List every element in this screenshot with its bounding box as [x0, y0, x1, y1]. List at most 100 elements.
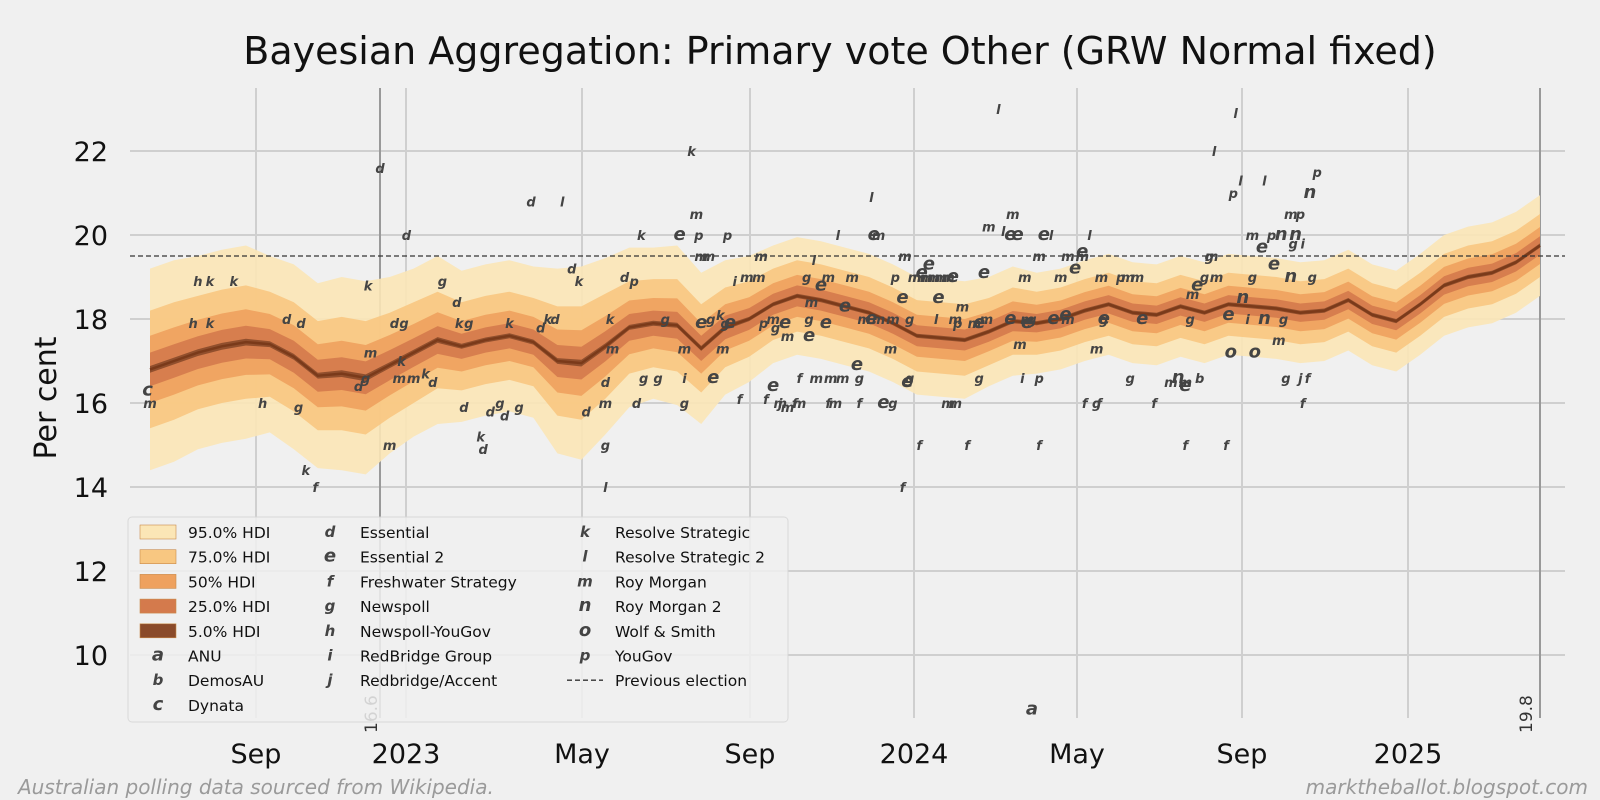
legend-label: 25.0% HDI	[188, 598, 270, 616]
poll-point: f	[1182, 439, 1190, 454]
poll-point: e	[1069, 258, 1081, 279]
poll-point: l	[996, 103, 1001, 118]
poll-point: i	[1020, 372, 1025, 387]
legend-marker: l	[582, 548, 588, 566]
poll-point: f	[900, 481, 908, 496]
x-tick-label: Sep	[231, 739, 282, 770]
poll-point: e	[868, 224, 880, 245]
poll-point: e	[978, 262, 990, 283]
poll-point: l	[1087, 229, 1092, 244]
legend-box	[127, 516, 789, 723]
poll-point: e	[1191, 274, 1203, 295]
y-tick-label: 18	[74, 305, 108, 336]
poll-point: k	[230, 275, 240, 290]
legend-marker: i	[327, 647, 333, 665]
poll-point: m	[774, 397, 788, 412]
poll-point: k	[206, 317, 216, 332]
y-tick-label: 12	[74, 557, 108, 588]
poll-point: k	[476, 431, 486, 446]
poll-point: k	[505, 317, 515, 332]
poll-point: i	[1245, 313, 1250, 328]
poll-point: j	[776, 397, 783, 412]
poll-point: g	[804, 313, 813, 328]
poll-point: m	[920, 271, 934, 286]
poll-point: g	[1027, 313, 1036, 328]
poll-point: g	[1248, 271, 1257, 286]
legend-label: Previous election	[615, 672, 747, 690]
legend-label: Redbridge/Accent	[360, 672, 497, 690]
legend-marker: j	[325, 671, 333, 689]
poll-point: e	[779, 312, 791, 333]
legend-marker: a	[152, 645, 164, 666]
poll-point: k	[606, 313, 616, 328]
legend-label: Newspoll	[360, 598, 430, 616]
poll-point: e	[1268, 253, 1280, 274]
legend-label: Essential 2	[360, 549, 444, 567]
median-line	[149, 244, 1541, 380]
poll-point: i	[1301, 237, 1306, 252]
poll-point: h	[258, 397, 267, 412]
poll-point: f	[792, 397, 800, 412]
poll-point: e	[1021, 312, 1033, 333]
legend-swatch	[139, 598, 177, 614]
poll-point: g	[1279, 313, 1288, 328]
poll-point: g	[601, 439, 610, 454]
poll-point: m	[1272, 334, 1286, 349]
legend-marker: p	[579, 647, 591, 665]
poll-point: l	[1212, 145, 1217, 160]
poll-point: d	[632, 397, 642, 412]
poll-point: m	[872, 229, 886, 244]
poll-point: n	[1172, 367, 1185, 388]
poll-point: f	[797, 372, 805, 387]
poll-point: g	[1099, 313, 1108, 328]
poll-point: g	[680, 397, 689, 412]
poll-point: m	[1061, 250, 1075, 265]
poll-point: e	[947, 266, 959, 287]
legend-marker: o	[579, 620, 591, 641]
poll-point: g	[1281, 372, 1290, 387]
legend-marker: e	[324, 546, 336, 567]
legend-label: Roy Morgan	[615, 573, 707, 591]
legend-marker: b	[153, 671, 164, 689]
x-axis-ticks: Sep 2023 May Sep 2024 May Sep 2025	[231, 739, 1443, 770]
end-value-label: 19.8	[1517, 695, 1537, 733]
legend-marker: k	[580, 523, 591, 541]
legend-label: 5.0% HDI	[188, 623, 260, 641]
poll-point: e	[901, 371, 913, 392]
poll-point: m	[948, 313, 962, 328]
poll-point: e	[695, 312, 707, 333]
site-note: marktheballot.blogspot.com	[1306, 775, 1588, 799]
poll-point: g	[1308, 271, 1317, 286]
poll-point: m	[143, 397, 157, 412]
poll-point: e	[1256, 237, 1268, 258]
poll-point: g	[399, 317, 408, 332]
poll-point: m	[1075, 250, 1089, 265]
poll-point: d	[567, 263, 577, 278]
poll-point: m	[1013, 338, 1027, 353]
hdi-bands	[149, 195, 1541, 475]
poll-point: g	[495, 397, 504, 412]
x-tick-label: Sep	[1217, 739, 1268, 770]
poll-point: m	[1246, 229, 1260, 244]
poll-point: f	[737, 393, 745, 408]
poll-point: e	[815, 274, 827, 295]
legend-swatch	[139, 623, 177, 639]
poll-point: p	[628, 275, 638, 290]
poll-point: e	[1047, 308, 1059, 329]
poll-point: f	[1151, 397, 1159, 412]
poll-point: f	[1036, 439, 1044, 454]
poll-point: e	[1076, 241, 1088, 262]
poll-point: k	[364, 279, 374, 294]
poll-point: k	[687, 145, 697, 160]
poll-point: b	[1195, 372, 1204, 387]
legend-label: Resolve Strategic 2	[615, 549, 765, 567]
poll-point: e	[674, 224, 686, 245]
poll-point: l	[1238, 174, 1243, 189]
poll-point: e	[1098, 308, 1110, 329]
poll-point: n	[1275, 224, 1288, 245]
poll-point: g	[721, 317, 730, 332]
poll-point: m	[407, 372, 421, 387]
poll-point: m	[781, 401, 795, 416]
poll-point: m	[908, 271, 922, 286]
poll-point: m	[781, 330, 795, 345]
